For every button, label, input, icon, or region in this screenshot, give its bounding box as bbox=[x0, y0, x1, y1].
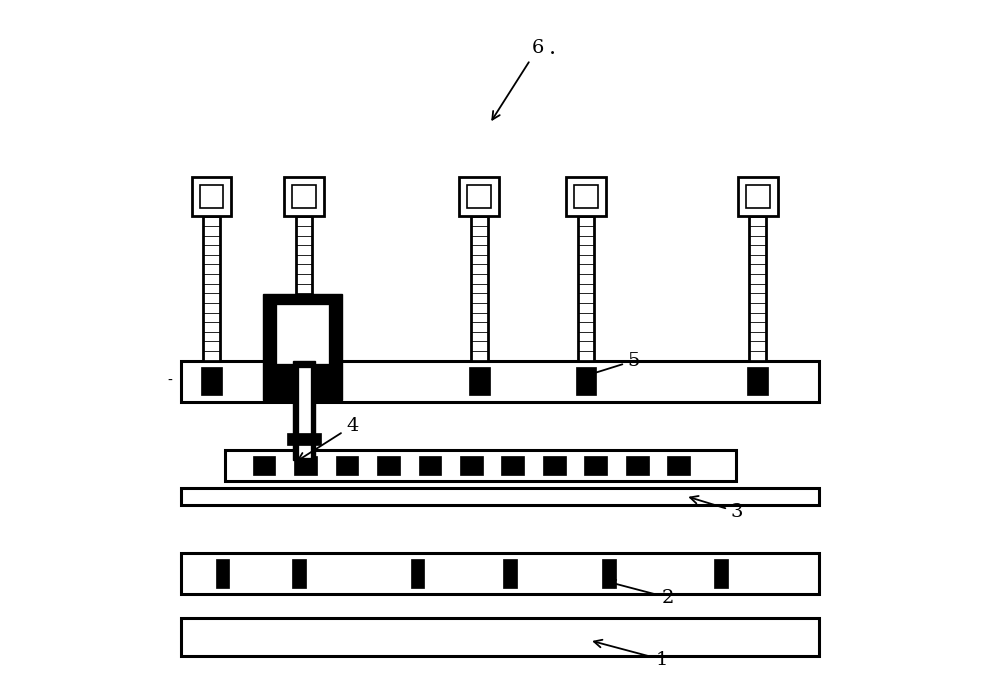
Bar bbox=[377, 456, 400, 475]
Text: 5: 5 bbox=[584, 352, 640, 378]
Bar bbox=[336, 456, 358, 475]
Bar bbox=[626, 456, 649, 475]
Bar bbox=[263, 294, 342, 400]
Bar bbox=[602, 559, 616, 589]
Bar bbox=[253, 456, 275, 475]
Text: 4: 4 bbox=[298, 417, 358, 460]
Bar bbox=[181, 553, 819, 594]
Bar bbox=[181, 361, 819, 402]
Bar bbox=[292, 559, 306, 589]
Text: 1: 1 bbox=[594, 640, 668, 668]
Bar bbox=[459, 177, 499, 216]
Text: .: . bbox=[549, 37, 556, 59]
Bar bbox=[714, 559, 728, 589]
Bar bbox=[296, 216, 312, 361]
Bar bbox=[738, 177, 778, 216]
Bar bbox=[460, 456, 483, 475]
Text: 2: 2 bbox=[608, 580, 675, 607]
Bar bbox=[574, 185, 598, 208]
Bar bbox=[292, 185, 316, 208]
Bar bbox=[501, 456, 524, 475]
Bar bbox=[576, 368, 596, 395]
Bar bbox=[411, 559, 424, 589]
Bar bbox=[667, 456, 690, 475]
Text: 6: 6 bbox=[492, 39, 544, 120]
Bar bbox=[746, 185, 770, 208]
Bar bbox=[584, 456, 607, 475]
Bar bbox=[469, 368, 490, 395]
Bar bbox=[287, 433, 321, 445]
Bar bbox=[294, 368, 315, 395]
Bar bbox=[566, 177, 606, 216]
Bar bbox=[471, 216, 488, 361]
Bar bbox=[467, 185, 491, 208]
Bar bbox=[201, 368, 222, 395]
Bar bbox=[181, 488, 819, 505]
Bar bbox=[747, 368, 768, 395]
Bar bbox=[578, 216, 594, 361]
Bar bbox=[200, 185, 223, 208]
Bar bbox=[277, 304, 328, 363]
Text: -: - bbox=[168, 374, 173, 388]
Bar bbox=[543, 456, 566, 475]
Bar bbox=[216, 559, 229, 589]
Bar bbox=[503, 559, 517, 589]
Bar bbox=[299, 368, 310, 457]
Bar bbox=[749, 216, 766, 361]
Bar bbox=[181, 618, 819, 656]
Bar bbox=[294, 456, 317, 475]
Text: 3: 3 bbox=[690, 496, 743, 521]
Bar bbox=[203, 216, 220, 361]
Bar bbox=[225, 450, 736, 481]
Bar bbox=[419, 456, 441, 475]
Bar bbox=[192, 177, 231, 216]
Bar bbox=[284, 177, 324, 216]
Bar bbox=[293, 361, 315, 460]
